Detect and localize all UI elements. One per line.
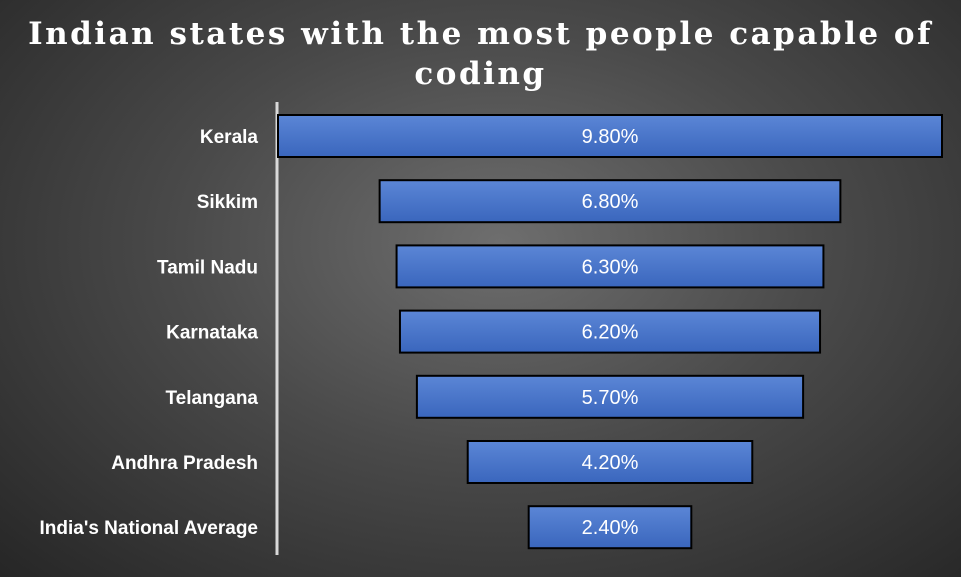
value-label-india-s-national-average: 2.40% (582, 517, 639, 539)
category-label-kerala: Kerala (200, 127, 259, 148)
bar-kerala (277, 114, 943, 158)
value-label-karnataka: 6.20% (582, 322, 639, 344)
value-label-telangana: 5.70% (582, 387, 639, 409)
bar-india-s-national-average (527, 505, 693, 550)
category-label-karnataka: Karnataka (166, 323, 258, 344)
category-label-sikkim: Sikkim (197, 192, 258, 213)
value-label-tamil-nadu: 6.30% (582, 256, 639, 278)
bar-tamil-nadu (395, 244, 825, 289)
bar-karnataka (398, 309, 822, 354)
value-labels: 9.80% 6.80% 6.30% 6.20% 5.70% 4.20% 2.40% (582, 126, 639, 539)
bar-sikkim (378, 179, 842, 224)
chart-title: Indian states with the most people capab… (28, 16, 933, 92)
category-labels: Kerala Sikkim Tamil Nadu Karnataka Telangana… (39, 127, 258, 539)
category-label-andhra-pradesh: Andhra Pradesh (111, 453, 258, 474)
value-label-kerala: 9.80% (582, 126, 639, 148)
bar-telangana (415, 374, 805, 419)
bars-layer (277, 114, 943, 550)
category-label-tamil-nadu: Tamil Nadu (157, 257, 258, 278)
bar-andhra-pradesh (466, 440, 754, 484)
category-label-india-s-national-average: India's National Average (39, 518, 258, 539)
category-label-telangana: Telangana (165, 388, 258, 409)
value-label-sikkim: 6.80% (582, 191, 639, 213)
value-label-andhra-pradesh: 4.20% (582, 452, 639, 474)
